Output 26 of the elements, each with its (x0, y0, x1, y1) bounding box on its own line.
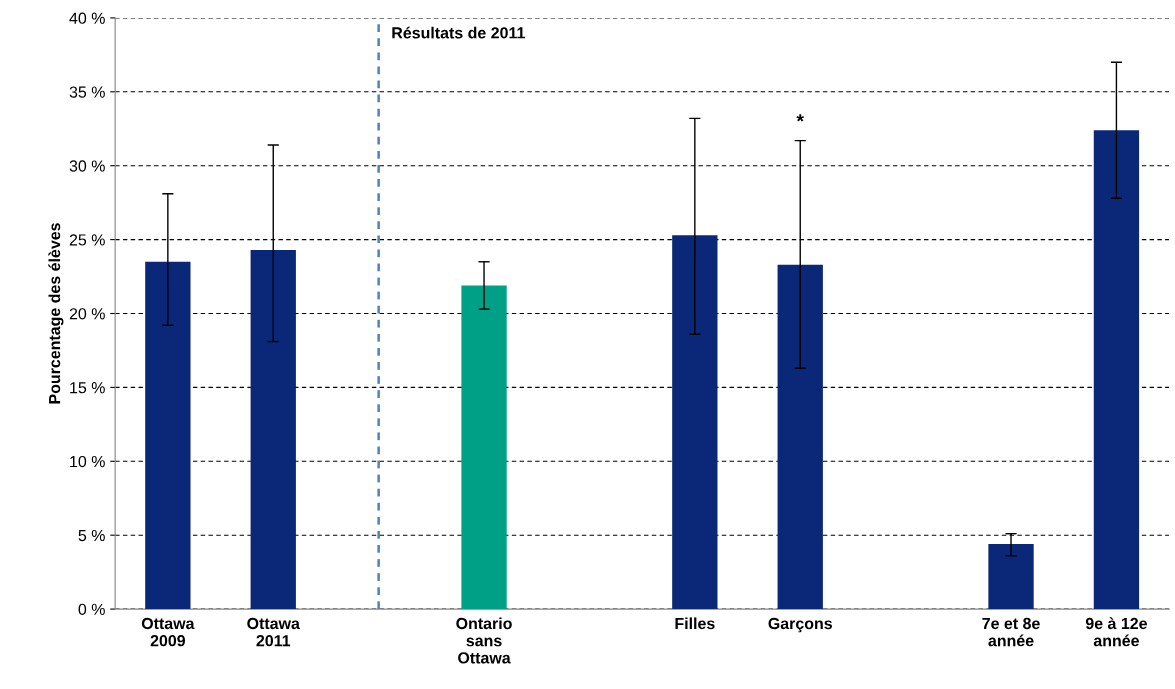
bar (250, 249, 296, 610)
annotation: * (796, 114, 804, 122)
y-tick-label: 0 % (78, 603, 105, 616)
y-tick-label: 10 % (70, 455, 105, 468)
bar (145, 261, 191, 610)
y-tick-label: 25 % (69, 234, 105, 246)
y-tick-label: 5 % (78, 529, 105, 542)
x-tick-label: Ontario sans Ottawa (456, 617, 512, 664)
bar (461, 285, 507, 610)
x-tick-label: Ottawa 2009 (141, 617, 195, 647)
x-tick-label: 9e à 12e année (1085, 617, 1147, 647)
x-tick-label: Garçons (768, 617, 832, 633)
annotation: Résultats de 2011 (392, 26, 525, 39)
bar (672, 235, 718, 610)
bar (777, 264, 823, 610)
bar (988, 544, 1034, 610)
x-tick-label: 7e et 8e année (982, 617, 1040, 647)
y-tick-label: 30 % (69, 160, 105, 172)
y-axis-title: Pourcentage des élèves (48, 223, 64, 404)
x-tick-label: Filles (675, 617, 715, 630)
y-tick-label: 15 % (70, 382, 105, 394)
y-tick-label: 35 % (69, 86, 105, 98)
bar (1093, 130, 1140, 610)
y-tick-label: 20 % (69, 308, 105, 320)
x-tick-label: Ottawa 2011 (247, 617, 300, 647)
y-tick-label: 40 % (69, 12, 105, 24)
